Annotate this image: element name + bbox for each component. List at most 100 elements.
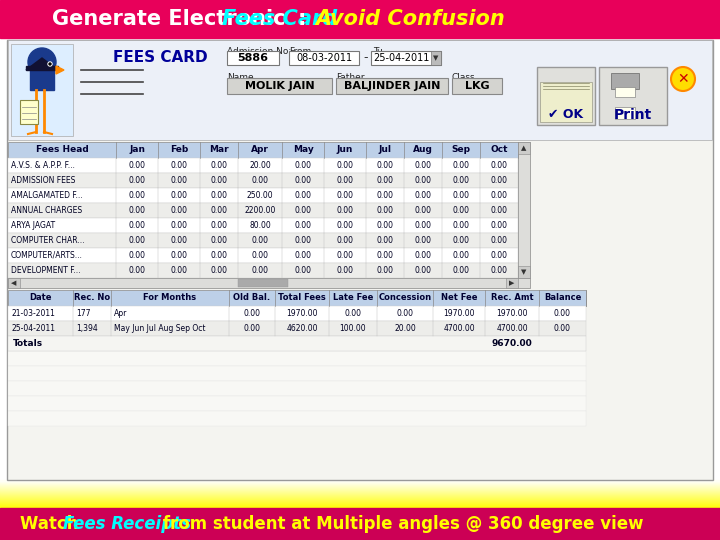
Text: Apr: Apr	[251, 145, 269, 154]
Bar	[431, 51, 441, 65]
Text: Balance: Balance	[544, 294, 581, 302]
Bar	[227, 78, 332, 94]
Bar	[8, 306, 586, 321]
Text: 0.00: 0.00	[415, 176, 431, 185]
Bar	[506, 278, 518, 288]
Bar	[611, 73, 639, 89]
Circle shape	[49, 63, 51, 65]
Bar	[0, 503, 720, 504]
Bar	[0, 483, 720, 484]
Text: COMPUTER CHAR...: COMPUTER CHAR...	[11, 236, 84, 245]
Bar	[0, 0, 720, 38]
Bar	[0, 485, 720, 486]
Bar	[0, 498, 720, 499]
Bar	[452, 78, 502, 94]
Bar	[0, 487, 720, 488]
Text: 0.00: 0.00	[171, 266, 187, 275]
Text: Print: Print	[614, 108, 652, 122]
Text: Watch: Watch	[20, 515, 84, 533]
Bar	[0, 500, 720, 501]
Bar	[0, 480, 720, 481]
Bar	[8, 351, 586, 366]
Text: 0.00: 0.00	[377, 176, 394, 185]
Text: 0.00: 0.00	[294, 251, 312, 260]
Bar	[26, 66, 58, 70]
Bar	[8, 321, 586, 336]
Bar	[0, 504, 720, 505]
Text: 0.00: 0.00	[294, 206, 312, 215]
Text: Fees Card: Fees Card	[222, 9, 337, 29]
Bar	[0, 506, 720, 507]
Text: 0.00: 0.00	[128, 221, 145, 230]
Text: 0.00: 0.00	[452, 251, 469, 260]
Text: 0.00: 0.00	[251, 176, 269, 185]
Bar	[518, 142, 530, 278]
Text: 0.00: 0.00	[210, 251, 228, 260]
Text: Totals: Totals	[13, 339, 43, 348]
Text: 1,394: 1,394	[76, 324, 98, 333]
Text: Oct: Oct	[490, 145, 508, 154]
Bar	[0, 508, 720, 540]
Bar	[336, 78, 448, 94]
Bar	[8, 366, 586, 381]
Text: DEVELOPMENT F...: DEVELOPMENT F...	[11, 266, 81, 275]
Text: 0.00: 0.00	[171, 251, 187, 260]
Text: AMALGAMATED F...: AMALGAMATED F...	[11, 191, 83, 200]
Circle shape	[28, 48, 56, 76]
Text: 1970.00: 1970.00	[287, 309, 318, 318]
Text: Feb: Feb	[170, 145, 188, 154]
Text: 0.00: 0.00	[452, 191, 469, 200]
Text: Concession: Concession	[379, 294, 431, 302]
Bar	[0, 495, 720, 496]
Bar	[0, 502, 720, 503]
Text: ARYA JAGAT: ARYA JAGAT	[11, 221, 55, 230]
Bar	[518, 142, 530, 154]
Bar	[0, 494, 720, 495]
Bar	[227, 51, 279, 65]
Text: 5886: 5886	[238, 53, 269, 63]
Text: 0.00: 0.00	[128, 176, 145, 185]
Text: 0.00: 0.00	[554, 309, 571, 318]
Text: Rec. Amt: Rec. Amt	[491, 294, 534, 302]
Text: For Months: For Months	[143, 294, 197, 302]
Text: ▼: ▼	[521, 269, 527, 275]
Polygon shape	[26, 58, 58, 70]
Text: 1970.00: 1970.00	[444, 309, 474, 318]
Text: From: From	[289, 48, 311, 57]
Text: 0.00: 0.00	[128, 161, 145, 170]
Bar	[0, 499, 720, 500]
Text: Fees Receipts: Fees Receipts	[63, 515, 192, 533]
Text: 0.00: 0.00	[128, 251, 145, 260]
Text: 0.00: 0.00	[243, 309, 261, 318]
Text: 0.00: 0.00	[415, 266, 431, 275]
Polygon shape	[56, 66, 64, 74]
Text: 100.00: 100.00	[340, 324, 366, 333]
Bar	[20, 100, 38, 124]
Text: 0.00: 0.00	[397, 309, 413, 318]
Bar	[8, 411, 586, 426]
Text: 0.00: 0.00	[490, 191, 508, 200]
Text: 4700.00: 4700.00	[444, 324, 474, 333]
Text: 0.00: 0.00	[452, 161, 469, 170]
Text: Aug: Aug	[413, 145, 433, 154]
Bar	[7, 40, 713, 480]
Circle shape	[671, 67, 695, 91]
Bar	[8, 278, 20, 288]
Text: 0.00: 0.00	[490, 206, 508, 215]
Text: 250.00: 250.00	[247, 191, 274, 200]
Bar	[8, 263, 518, 278]
Text: 0.00: 0.00	[336, 176, 354, 185]
Text: A.V.S. & A.P.P. F...: A.V.S. & A.P.P. F...	[11, 161, 75, 170]
Text: 0.00: 0.00	[128, 191, 145, 200]
Bar	[371, 51, 441, 65]
Text: 0.00: 0.00	[377, 206, 394, 215]
Bar	[8, 381, 586, 396]
Text: 0.00: 0.00	[251, 236, 269, 245]
Text: 0.00: 0.00	[452, 176, 469, 185]
Text: ✔ OK: ✔ OK	[549, 109, 584, 122]
Text: May: May	[292, 145, 313, 154]
Bar	[8, 40, 712, 140]
Bar	[0, 492, 720, 493]
Text: Fees Head: Fees Head	[35, 145, 89, 154]
Text: 0.00: 0.00	[415, 236, 431, 245]
